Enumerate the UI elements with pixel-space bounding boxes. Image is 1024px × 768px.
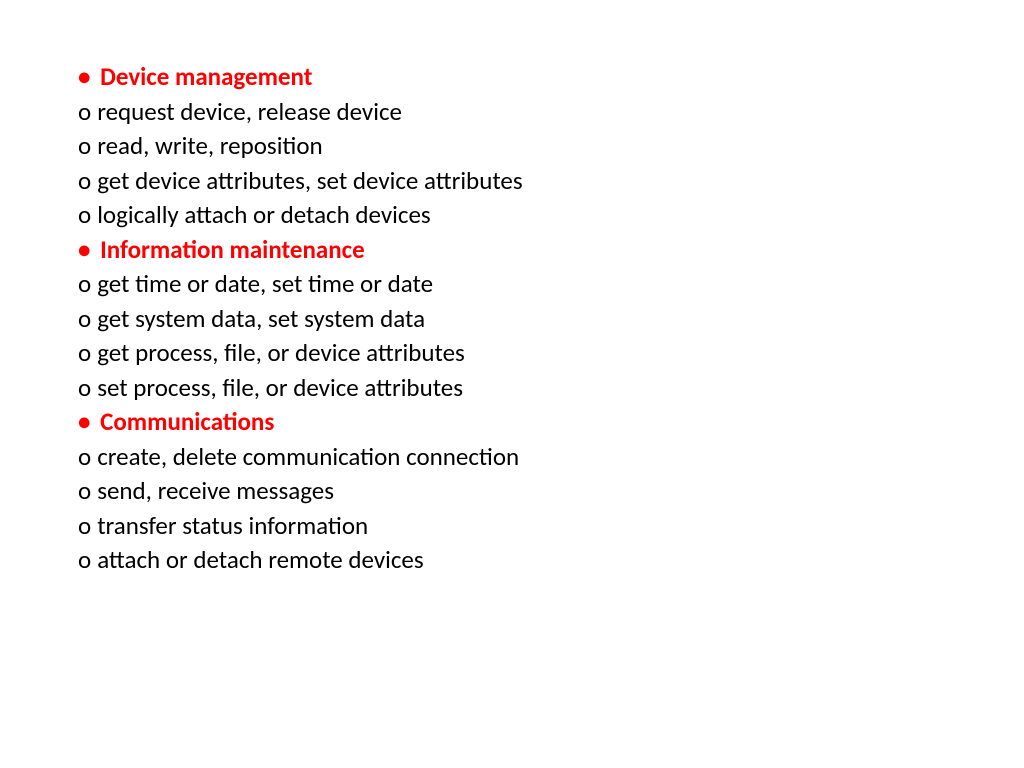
section-heading: • Information maintenance: [78, 233, 1024, 268]
sub-bullet-icon: o: [78, 199, 91, 230]
sub-bullet-icon: o: [78, 303, 91, 334]
sub-bullet-icon: o: [78, 441, 91, 472]
bullet-icon: •: [78, 234, 90, 265]
section-heading: • Communications: [78, 405, 1024, 440]
list-item: ocreate, delete communication connection: [78, 440, 1024, 475]
heading-text: Communications: [100, 406, 274, 437]
list-item: oget system data, set system data: [78, 302, 1024, 337]
list-item: otransfer status information: [78, 509, 1024, 544]
list-item: oread, write, reposition: [78, 129, 1024, 164]
item-text: get process, file, or device attributes: [97, 337, 465, 368]
item-text: get system data, set system data: [97, 303, 425, 334]
item-text: set process, file, or device attributes: [97, 372, 463, 403]
sub-bullet-icon: o: [78, 372, 91, 403]
list-item: oget time or date, set time or date: [78, 267, 1024, 302]
list-item: ologically attach or detach devices: [78, 198, 1024, 233]
item-text: send, receive messages: [97, 475, 334, 506]
sub-bullet-icon: o: [78, 130, 91, 161]
item-text: logically attach or detach devices: [97, 199, 431, 230]
list-item: osend, receive messages: [78, 474, 1024, 509]
sub-bullet-icon: o: [78, 337, 91, 368]
sub-bullet-icon: o: [78, 165, 91, 196]
bullet-icon: •: [78, 406, 90, 437]
heading-text: Device management: [100, 61, 312, 92]
list-item: orequest device, release device: [78, 95, 1024, 130]
list-item: oget process, file, or device attributes: [78, 336, 1024, 371]
item-text: get time or date, set time or date: [97, 268, 433, 299]
sub-bullet-icon: o: [78, 268, 91, 299]
item-text: get device attributes, set device attrib…: [97, 165, 522, 196]
item-text: create, delete communication connection: [97, 441, 519, 472]
sub-bullet-icon: o: [78, 96, 91, 127]
item-text: attach or detach remote devices: [97, 544, 423, 575]
item-text: transfer status information: [97, 510, 368, 541]
sub-bullet-icon: o: [78, 475, 91, 506]
list-item: oset process, file, or device attributes: [78, 371, 1024, 406]
list-item: oget device attributes, set device attri…: [78, 164, 1024, 199]
item-text: read, write, reposition: [97, 130, 323, 161]
slide-content: • Device management orequest device, rel…: [78, 60, 1024, 578]
sub-bullet-icon: o: [78, 544, 91, 575]
heading-text: Information maintenance: [100, 234, 365, 265]
sub-bullet-icon: o: [78, 510, 91, 541]
section-heading: • Device management: [78, 60, 1024, 95]
bullet-icon: •: [78, 61, 90, 92]
item-text: request device, release device: [97, 96, 402, 127]
list-item: oattach or detach remote devices: [78, 543, 1024, 578]
